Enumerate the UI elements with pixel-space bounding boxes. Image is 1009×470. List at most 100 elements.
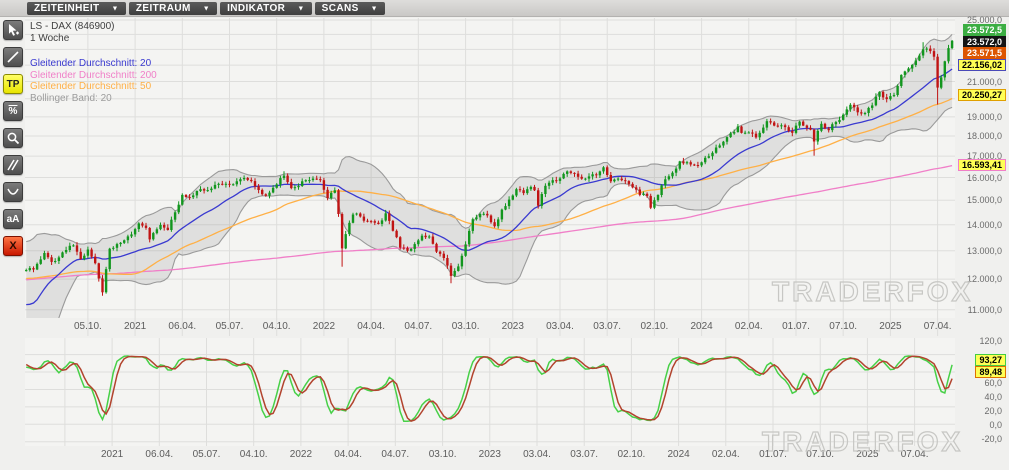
parallel-lines-icon — [6, 158, 20, 172]
lower-x-axis-label: 2024 — [667, 449, 690, 460]
main-x-axis-label: 03.07. — [593, 321, 622, 332]
main-x-axis-label: 02.04. — [734, 321, 763, 332]
lower-x-axis-label: 2022 — [289, 449, 313, 460]
main-y-axis-label: 13.000,0 — [966, 245, 1002, 256]
main-y-axis-label: 17.000,0 — [966, 151, 1002, 162]
badge-last: 23.572,0 — [962, 35, 1006, 48]
main-y-axis-label: 25.000,0 — [966, 15, 1002, 25]
badge-ask: 23.572,5 — [962, 24, 1006, 37]
lower-x-axis-label: 02.10. — [617, 449, 646, 460]
lower-x-axis-label: 04.07. — [381, 449, 410, 460]
arc-tool[interactable] — [3, 182, 23, 202]
lower-y-axis-label: 0,0 — [989, 419, 1002, 430]
top-menu-bar: ZEITEINHEIT ▼ ZEITRAUM ▼ INDIKATOR ▼ SCANS ▼ — [0, 0, 1009, 17]
main-x-axis-label: 2024 — [690, 321, 713, 332]
trendline-tool[interactable] — [3, 47, 23, 67]
lower-x-axis-label: 2021 — [100, 449, 124, 460]
main-y-axis-label: 16.000,0 — [966, 172, 1002, 183]
tp-label-icon: TP — [6, 78, 20, 90]
menu-zeitraum[interactable]: ZEITRAUM ▼ — [128, 1, 218, 15]
lower-x-axis-label: 05.07. — [192, 449, 221, 460]
chevron-down-icon: ▼ — [370, 5, 379, 12]
menu-zeitraum-label: ZEITRAUM — [135, 2, 191, 14]
lower-y-axis-label: 120,0 — [979, 336, 1002, 347]
menu-zeiteinheit-label: ZEITEINHEIT — [34, 2, 100, 14]
menu-indikator[interactable]: INDIKATOR ▼ — [220, 1, 312, 15]
chevron-down-icon: ▼ — [111, 5, 119, 12]
delete-x-icon: X — [9, 240, 17, 252]
badge-ma20: 22.156,02 — [957, 58, 1006, 71]
main-x-axis-label: 03.10. — [451, 321, 480, 332]
main-x-axis-label: 04.07. — [404, 321, 433, 332]
badge-ma200: 16.593,41 — [957, 159, 1006, 172]
lower-x-axis-label: 02.04. — [711, 449, 740, 460]
lower-x-axis-label: 03.04. — [523, 449, 551, 460]
percent-icon: % — [8, 105, 18, 117]
legend-entry-3: Bollinger Band: 20 — [30, 92, 112, 104]
main-y-axis-label: 12.000,0 — [966, 274, 1002, 285]
main-x-axis-label: 05.10. — [73, 321, 102, 332]
chevron-down-icon: ▼ — [297, 5, 305, 12]
menu-items: ZEITEINHEIT ▼ ZEITRAUM ▼ INDIKATOR ▼ SCANS ▼ — [27, 1, 388, 15]
lower-x-axis-label: 2023 — [478, 449, 501, 460]
percent-tool[interactable]: % — [3, 101, 23, 121]
main-x-axis-label: 01.07. — [782, 321, 810, 332]
lower-x-axis-label: 07.10. — [806, 449, 835, 460]
main-x-axis-label: 2023 — [501, 321, 524, 332]
main-x-axis-label: 2021 — [123, 321, 147, 332]
magnifier-icon — [6, 131, 20, 145]
main-y-axis-label: 19.000,0 — [966, 111, 1002, 122]
main-x-axis-label: 03.04. — [546, 321, 574, 332]
main-y-axis-label: 21.000,0 — [966, 76, 1002, 87]
lower-x-axis-label: 01.07. — [759, 449, 787, 460]
legend-entry-2: Gleitender Durchschnitt: 50 — [30, 81, 152, 92]
menu-scans[interactable]: SCANS ▼ — [314, 1, 386, 15]
pointer-tool[interactable] — [3, 20, 23, 40]
lower-x-axis-label: 07.04. — [900, 449, 929, 460]
lower-y-axis-label: -20,0 — [981, 433, 1002, 444]
timeframe-label: 1 Woche — [30, 32, 70, 44]
text-aA-icon: aA — [6, 213, 20, 225]
menu-scans-label: SCANS — [321, 2, 359, 14]
badge-bid: 23.571,5 — [962, 47, 1006, 60]
tp-tool[interactable]: TP — [3, 74, 23, 94]
menu-indikator-label: INDIKATOR — [227, 2, 286, 14]
lower-y-axis-label: 60,0 — [984, 378, 1002, 388]
legend-entry-1: Gleitender Durchschnitt: 200 — [30, 69, 157, 81]
text-tool[interactable]: aA — [3, 209, 23, 229]
drawing-toolbar: TP% aA X — [3, 20, 23, 263]
chart-legend: LS - DAX (846900) 1 Woche Gleitender Dur… — [30, 21, 157, 104]
parallel-lines-tool[interactable] — [3, 155, 23, 175]
main-y-axis-label: 15.000,0 — [966, 195, 1002, 206]
delete-tool[interactable]: X — [3, 236, 23, 256]
lower-y-axis-label: 20,0 — [984, 405, 1002, 416]
main-x-axis-label: 04.04. — [357, 321, 385, 332]
main-x-axis-label: 05.07. — [215, 321, 244, 332]
main-x-axis-label: 07.04. — [923, 321, 952, 332]
main-x-axis-label: 07.10. — [829, 321, 858, 332]
lower-x-axis-label: 2025 — [856, 449, 879, 460]
badge-ma50: 20.250,27 — [957, 88, 1006, 101]
main-x-axis-label: 2025 — [879, 321, 902, 332]
lower-x-axis-label: 06.04. — [145, 449, 174, 460]
lower-x-axis-label: 04.04. — [334, 449, 362, 460]
badge-stoch-slow: 89,48 — [975, 365, 1006, 378]
menu-zeiteinheit[interactable]: ZEITEINHEIT ▼ — [27, 1, 126, 15]
trendline-icon — [6, 50, 20, 64]
lower-x-axis-label: 03.10. — [428, 449, 457, 460]
badge-stoch-fast: 93,27 — [975, 353, 1006, 366]
lower-x-axis-label: 04.10. — [239, 449, 268, 460]
legend-entry-0: Gleitender Durchschnitt: 20 — [30, 58, 152, 69]
main-y-axis-label: 11.000,0 — [967, 304, 1002, 315]
zoom-tool[interactable] — [3, 128, 23, 148]
main-x-axis-label: 2022 — [312, 321, 336, 332]
main-x-axis-label: 04.10. — [262, 321, 291, 332]
lower-x-axis-label: 03.07. — [570, 449, 599, 460]
chevron-down-icon: ▼ — [202, 5, 211, 12]
lower-y-axis-label: 40,0 — [984, 391, 1002, 402]
main-x-axis-label: 06.04. — [168, 321, 197, 332]
cursor-plus-icon — [6, 23, 20, 37]
